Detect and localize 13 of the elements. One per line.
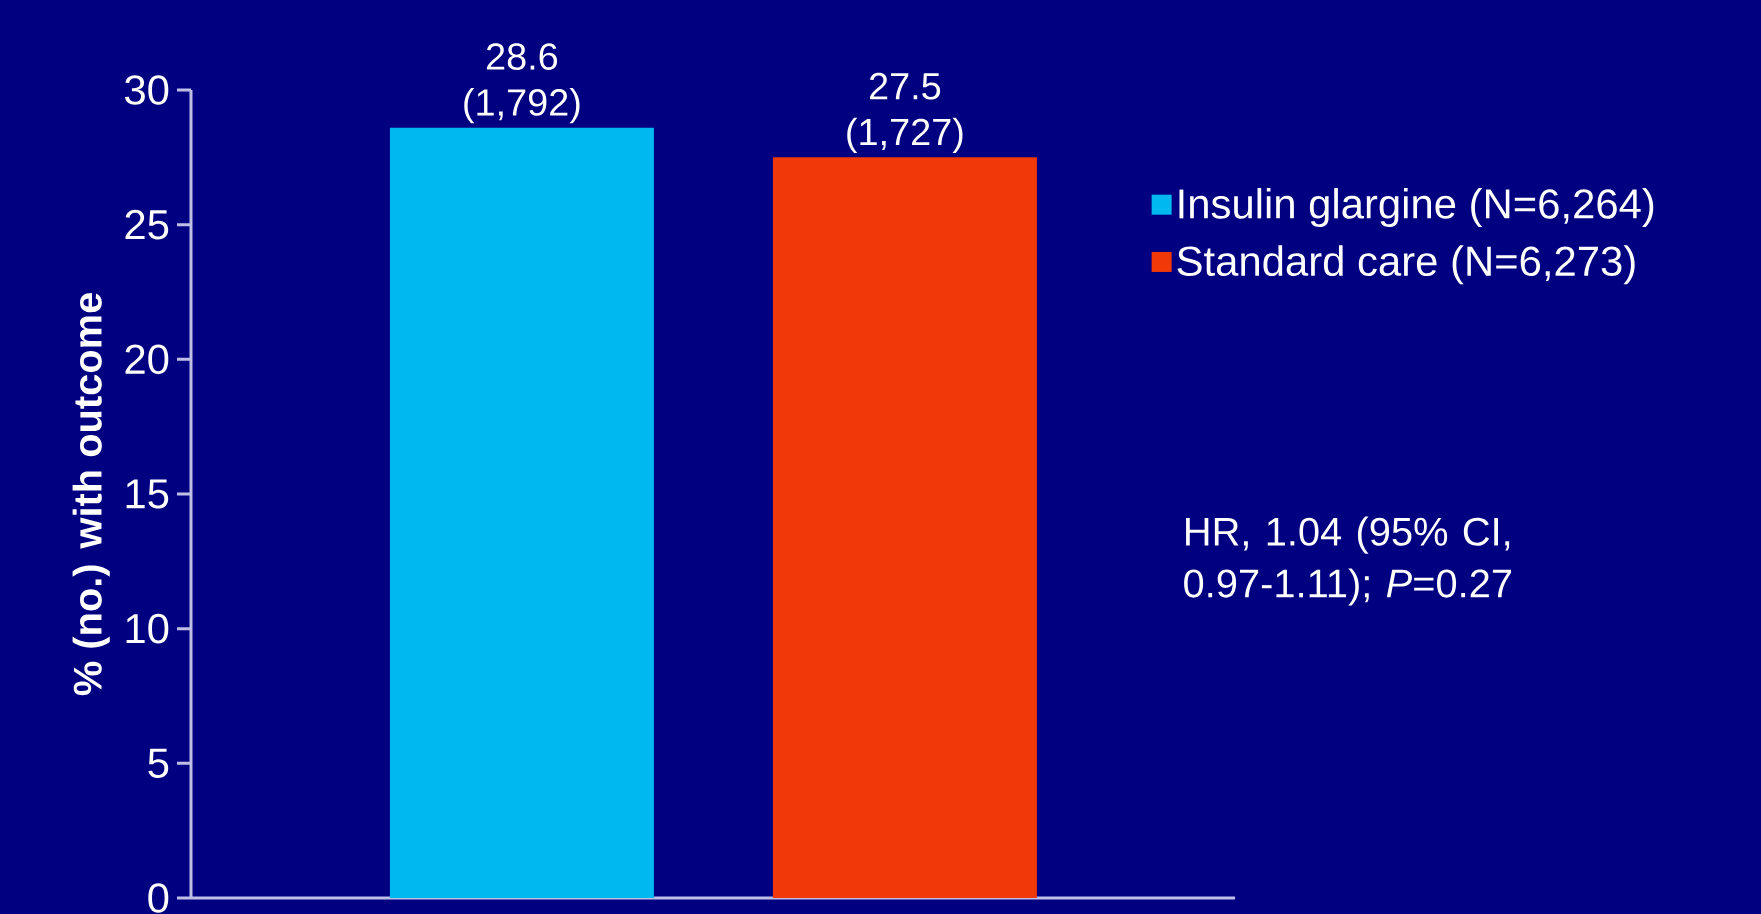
y-tick-label: 20	[125, 344, 169, 375]
legend-label: Standard care (N=6,273)	[1177, 245, 1635, 285]
y-tick-label: 5	[148, 748, 169, 778]
y-tick-label: 15	[126, 479, 169, 509]
y-axis-title: % (no.) with outcome	[72, 293, 110, 696]
data-label: 28.6 (1,792)	[464, 43, 580, 124]
y-tick-label: 30	[125, 75, 169, 105]
legend-label: Insulin glargine (N=6,264)	[1179, 188, 1654, 228]
y-tick-label: 0	[148, 883, 169, 913]
data-label: 27.5 (1,727)	[847, 72, 963, 153]
y-tick-label: 10	[126, 613, 169, 644]
y-tick-label: 25	[125, 209, 169, 240]
annotation: HR, 1.04 (95% CI, 0.97-1.11); P=0.27	[1184, 516, 1512, 606]
